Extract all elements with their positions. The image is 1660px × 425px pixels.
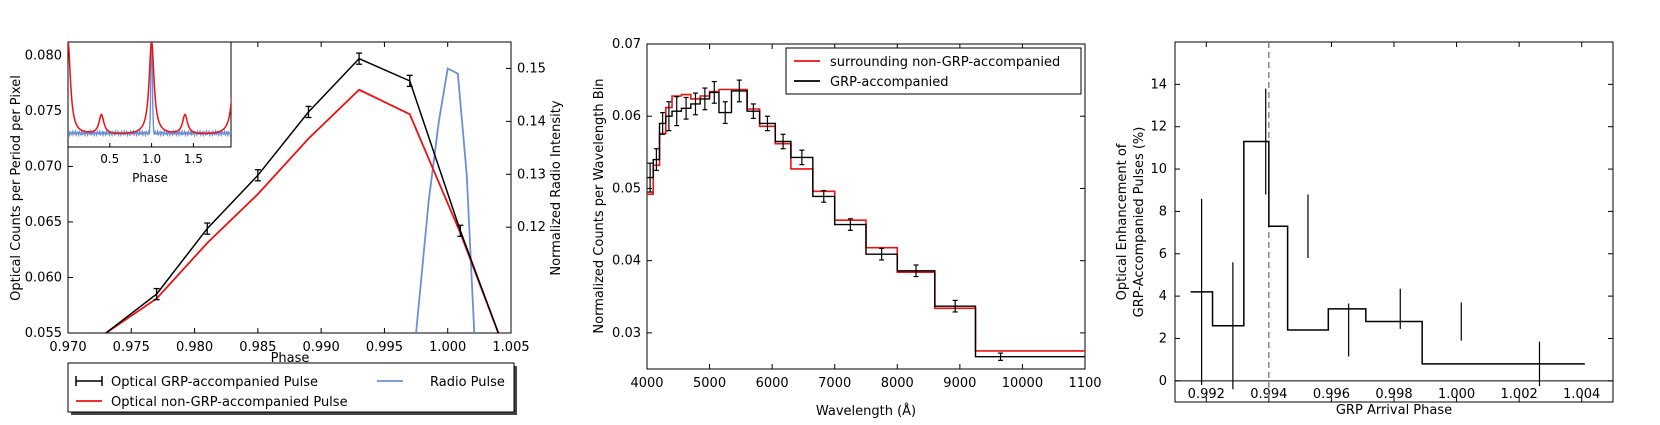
plot1-frame (67, 41, 512, 334)
plot3-xtick-label: 0.992 (1188, 387, 1225, 402)
plot1-xtick-label: 0.980 (176, 340, 213, 355)
plot2-ytick-label: 0.07 (612, 37, 641, 52)
plot2-xtick-label: 4000 (630, 376, 663, 391)
plot1-ylabel-right: Normalized Radio Intensity (549, 100, 564, 275)
plot1-ylabel: Optical Counts per Period per Pixel (9, 75, 24, 301)
plot1-xlabel: Phase (271, 351, 310, 366)
plot2-ylabel: Normalized Counts per Wavelength Bin (592, 78, 607, 333)
legend-radio-label: Radio Pulse (430, 375, 505, 390)
inset-optical-line (68, 42, 231, 135)
plot3-ylabel-line2: GRP-Accompanied Pulses (%) (1132, 127, 1147, 318)
panel-left-chart: 0.970 0.975 0.980 0.985 0.990 0.995 1.000 1.005… (9, 41, 564, 415)
plot2-ytick-label: 0.05 (612, 181, 641, 196)
plot3-xtick-label: 0.998 (1375, 387, 1412, 402)
plot2-xtick-label: 5000 (693, 376, 726, 391)
plot2-legend: surrounding non-GRP-accompanied GRP-acco… (785, 47, 1082, 95)
plot1-ytick-label: 0.065 (25, 215, 62, 230)
inset-chart: 0.5 1.0 1.5 Phase (67, 41, 232, 185)
plot1-ytick-right-label: 0.13 (517, 167, 546, 182)
plot1-xtick-label: 0.995 (366, 340, 403, 355)
inset-series-group (68, 42, 231, 138)
plot1-xtick-label: 0.990 (303, 340, 340, 355)
legend-grp-marker (75, 376, 103, 386)
plot2-xtick-label: 8000 (881, 376, 914, 391)
legend-box (67, 362, 515, 413)
nongrp-spectrum-step (647, 88, 1085, 352)
plot2-xlabel: Wavelength (Å) (816, 403, 916, 419)
plot3-ytick-label: 8 (1159, 204, 1167, 219)
plot3-xtick-label: 0.996 (1313, 387, 1350, 402)
plot3-ytick-label: 14 (1150, 77, 1167, 92)
enhancement-step (1190, 140, 1585, 365)
plot3-xtick-label: 1.004 (1563, 387, 1600, 402)
plot3-ytick-label: 6 (1159, 247, 1167, 262)
inset-xtick-label: 0.5 (100, 152, 119, 166)
panel-right-chart: 0.992 0.994 0.996 0.998 1.000 1.002 1.004 0246… (1115, 41, 1614, 418)
plot2-ytick-label: 0.04 (612, 254, 641, 269)
plot1-xtick-label: 0.975 (113, 340, 150, 355)
plot2-xtick-label: 1100 (1068, 376, 1101, 391)
inset-xtick-label: 1.5 (184, 152, 203, 166)
plot1-xtick-label: 1.005 (492, 340, 529, 355)
plot3-ytick-label: 4 (1159, 289, 1167, 304)
plot2-frame (646, 43, 1086, 370)
plot1-ytick-label: 0.080 (25, 48, 62, 63)
plot2-ytick-label: 0.03 (612, 326, 641, 341)
plot3-ytick-label: 12 (1150, 120, 1167, 135)
legend2-nongrp-label: surrounding non-GRP-accompanied (830, 55, 1060, 70)
legend-nongrp-label: Optical non-GRP-accompanied Pulse (111, 395, 348, 410)
plot1-ytick-right-label: 0.14 (517, 114, 546, 129)
plot3-frame (1174, 41, 1614, 403)
plot2-xtick-label: 7000 (818, 376, 851, 391)
plot3-xtick-label: 1.002 (1501, 387, 1538, 402)
plot1-ytick-label: 0.055 (25, 326, 62, 341)
plot3-ylabel-line1: Optical Enhancement of (1115, 143, 1130, 300)
legend-grp-label: Optical GRP-accompanied Pulse (111, 375, 318, 390)
plot2-xtick-label: 6000 (756, 376, 789, 391)
plot1-ytick-label: 0.070 (25, 159, 62, 174)
plot1-ytick-right-label: 0.15 (517, 61, 546, 76)
plot1-xtick-label: 1.000 (429, 340, 466, 355)
plot1-ytick-right-label: 0.12 (517, 220, 546, 235)
inset-xlabel: Phase (132, 171, 168, 185)
plot1-ytick-label: 0.060 (25, 270, 62, 285)
inset-xtick-label: 1.0 (142, 152, 161, 166)
plot3-ytick-label: 0 (1159, 374, 1167, 389)
plot1-legend: Optical GRP-accompanied Pulse Radio Puls… (67, 362, 517, 415)
plot3-xtick-label: 1.000 (1438, 387, 1475, 402)
plot3-ytick-label: 2 (1159, 331, 1167, 346)
legend2-grp-label: GRP-accompanied (830, 75, 949, 90)
nongrp-pulse-line (105, 88, 500, 333)
plot1-ytick-label: 0.075 (25, 104, 62, 119)
plot1-xtick-label: 0.970 (49, 340, 86, 355)
grp-spectrum-step (647, 90, 1085, 358)
plot1-series-group (105, 52, 500, 333)
radio-pulse-line (415, 67, 476, 333)
panel-middle-chart: 4000 5000 6000 7000 8000 9000 10000 1100 0.03 0.… (592, 37, 1102, 419)
plot1-xtick-label: 0.985 (239, 340, 276, 355)
plot3-xlabel: GRP Arrival Phase (1336, 403, 1452, 418)
plot3-ytick-label: 10 (1150, 162, 1167, 177)
plot2-xtick-label: 9000 (943, 376, 976, 391)
plot2-xtick-label: 10000 (1002, 376, 1043, 391)
legend2-box (785, 47, 1082, 95)
plot2-ytick-label: 0.06 (612, 109, 641, 124)
